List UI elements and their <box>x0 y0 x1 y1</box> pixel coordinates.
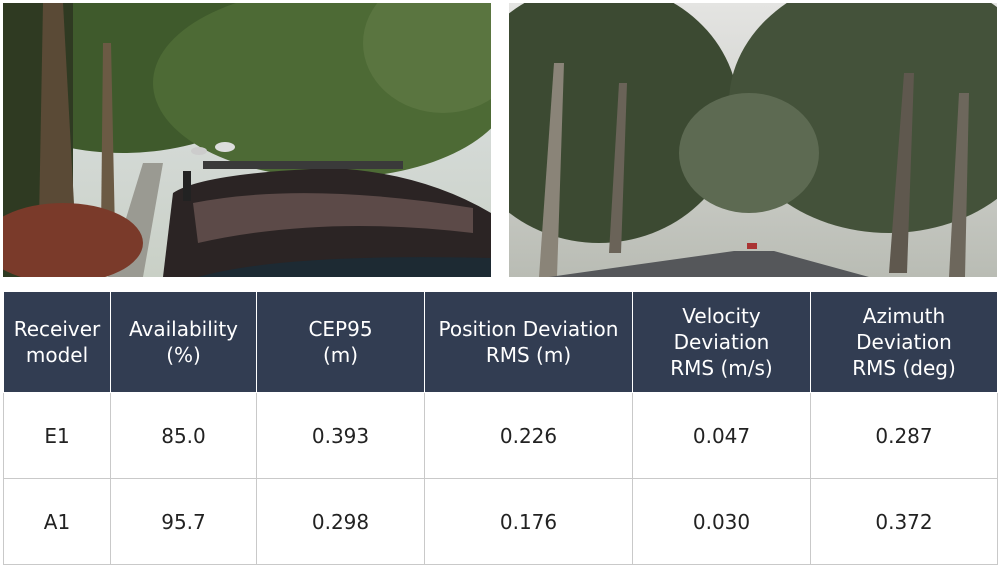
table-row: E1 85.0 0.393 0.226 0.047 0.287 <box>3 392 998 479</box>
header-cell: Velocity Deviation RMS (m/s) <box>632 291 811 393</box>
table-cell: 95.7 <box>110 478 257 565</box>
photo-tree-road <box>509 3 997 277</box>
table-cell: 0.372 <box>810 478 998 565</box>
table-cell: 0.287 <box>810 392 998 479</box>
table-cell: A1 <box>3 478 111 565</box>
header-cell: Azimuth Deviation RMS (deg) <box>810 291 998 393</box>
table-cell: 85.0 <box>110 392 257 479</box>
table-cell: 0.047 <box>632 392 811 479</box>
table-cell: 0.393 <box>256 392 425 479</box>
table-cell: 0.030 <box>632 478 811 565</box>
header-cell: Availability (%) <box>110 291 257 393</box>
table-row: A1 95.7 0.298 0.176 0.030 0.372 <box>3 478 998 565</box>
table-cell: 0.226 <box>424 392 633 479</box>
table-cell: 0.298 <box>256 478 425 565</box>
header-cell: CEP95 (m) <box>256 291 425 393</box>
table-cell: 0.176 <box>424 478 633 565</box>
header-row: Receiver model Availability (%) CEP95 (m) P… <box>3 291 998 393</box>
table-body: E1 85.0 0.393 0.226 0.047 0.287 A1 95.7 0.298 0.1… <box>3 392 998 565</box>
photo-car-roof <box>3 3 491 277</box>
header-cell: Receiver model <box>3 291 111 393</box>
results-table: Receiver model Availability (%) CEP95 (m) P… <box>3 291 998 565</box>
header-cell: Position Deviation RMS (m) <box>424 291 633 393</box>
table-cell: E1 <box>3 392 111 479</box>
